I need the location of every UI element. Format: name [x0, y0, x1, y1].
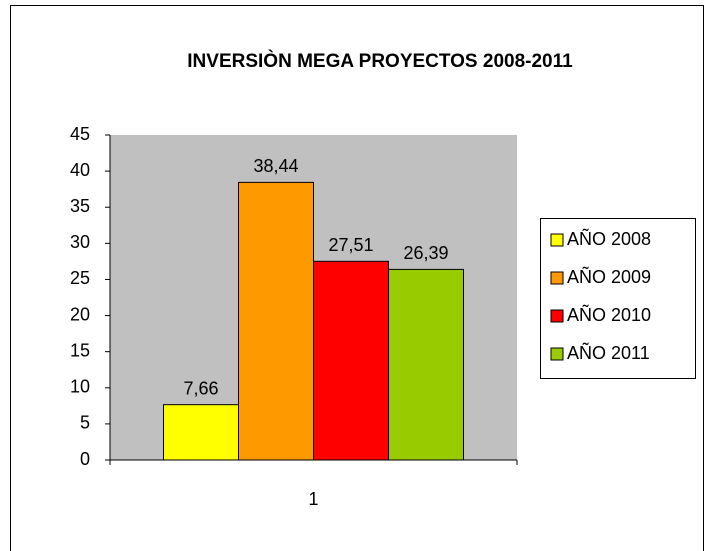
value-label: 27,51 — [328, 235, 373, 255]
y-tick-label: 20 — [70, 304, 90, 324]
chart-title: INVERSIÒN MEGA PROYECTOS 2008-2011 — [187, 50, 573, 72]
legend-label: AÑO 2009 — [567, 266, 651, 287]
legend-label: AÑO 2010 — [567, 304, 651, 325]
chart-border — [10, 5, 704, 551]
y-tick-label: 40 — [70, 160, 90, 180]
bar — [163, 404, 239, 461]
y-tick-label: 15 — [70, 340, 90, 360]
x-tick-label: 1 — [308, 489, 318, 509]
value-label: 38,44 — [253, 156, 298, 176]
y-tick-label: 35 — [70, 196, 90, 216]
value-label: 7,66 — [183, 378, 218, 398]
bar — [238, 181, 314, 461]
y-tick-label: 0 — [80, 449, 90, 469]
legend-box — [540, 218, 696, 379]
bar — [313, 260, 389, 461]
legend-label: AÑO 2008 — [567, 228, 651, 249]
y-tick-label: 25 — [70, 268, 90, 288]
legend-swatch — [550, 271, 564, 285]
legend-label: AÑO 2011 — [567, 342, 650, 363]
y-tick-label: 45 — [70, 124, 90, 144]
legend-swatch — [550, 233, 564, 247]
value-label: 26,39 — [403, 243, 448, 263]
y-tick-label: 30 — [70, 232, 90, 252]
y-tick-label: 5 — [80, 413, 90, 433]
legend-swatch — [550, 309, 564, 323]
legend-swatch — [550, 347, 564, 361]
bar — [388, 268, 464, 461]
y-tick-label: 10 — [70, 377, 90, 397]
